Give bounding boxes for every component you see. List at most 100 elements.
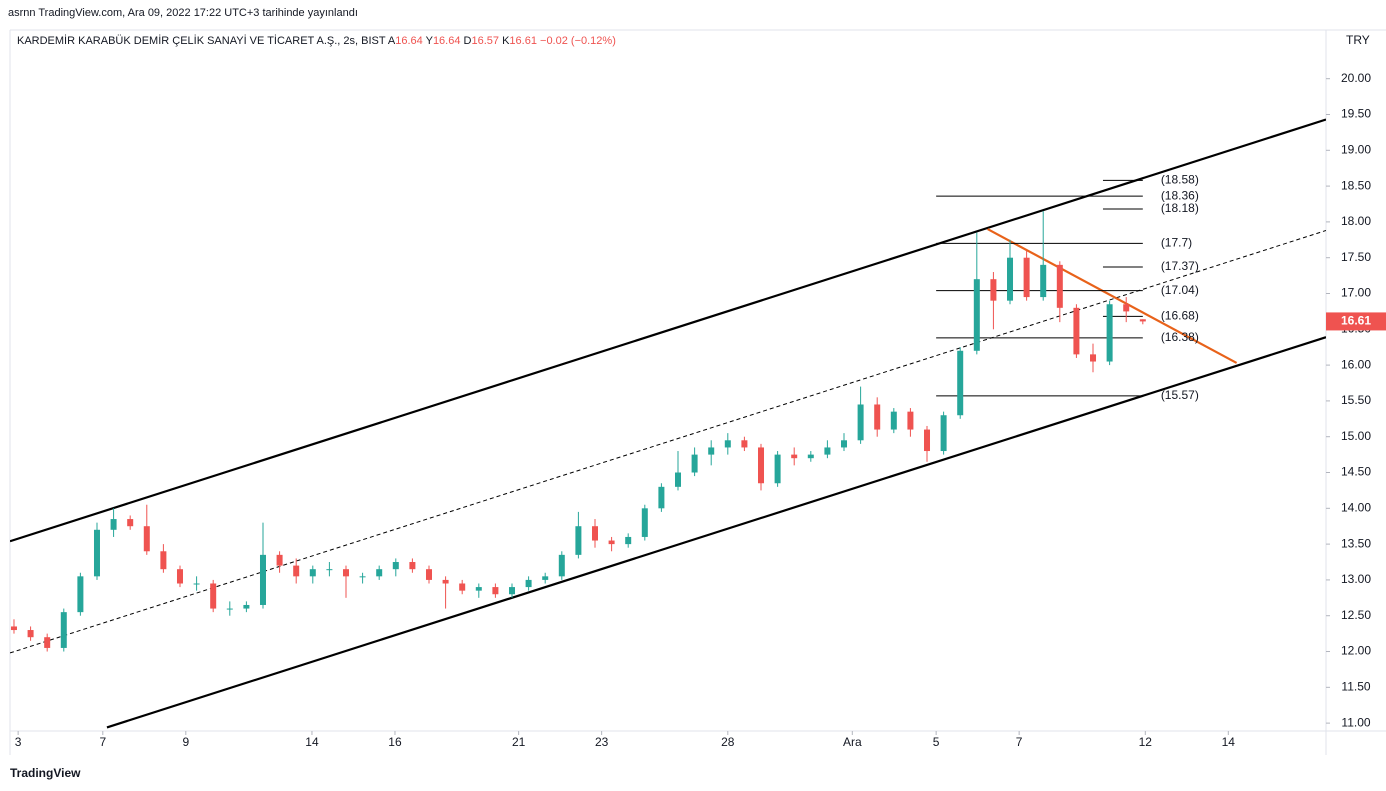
y-tick-label: 12.00 (1341, 644, 1371, 658)
candle-body (1106, 304, 1113, 362)
publisher: asrnn TradingView.com, Ara 09, 2022 17:2… (8, 7, 358, 19)
y-tick-label: 20.00 (1341, 71, 1371, 85)
x-tick-label: 21 (512, 735, 526, 749)
ohlc-key: Y (425, 35, 433, 47)
x-tick-label: 23 (595, 735, 609, 749)
x-tick-label: 12 (1139, 735, 1153, 749)
candle-body (160, 551, 167, 570)
plot (10, 118, 1326, 729)
candle-body (791, 454, 798, 459)
ohlc-key: K (502, 35, 510, 47)
candle-body (193, 583, 200, 585)
candle-body (492, 587, 499, 595)
candle-body (675, 472, 682, 487)
candle-body (608, 540, 615, 545)
y-tick-label: 14.50 (1341, 465, 1371, 479)
y-tick-label: 13.50 (1341, 536, 1371, 550)
y-tick-label: 18.00 (1341, 214, 1371, 228)
level-label: (17.37) (1161, 259, 1199, 273)
candle-body (293, 565, 300, 577)
candle-body (1123, 304, 1130, 312)
candle-body (542, 576, 549, 580)
y-tick-label: 13.00 (1341, 572, 1371, 586)
candle-body (243, 604, 250, 609)
candle-body (1073, 307, 1080, 355)
x-tick-label: 7 (1016, 735, 1023, 749)
y-tick-label: 15.00 (1341, 429, 1371, 443)
candle-body (210, 583, 217, 609)
y-tick-label: 19.50 (1341, 107, 1371, 121)
candle-body (591, 526, 598, 541)
candle-body (924, 429, 931, 452)
candle-body (1139, 319, 1146, 322)
candle-body (758, 447, 765, 484)
level-label: (16.38) (1161, 330, 1199, 344)
price-badge (1326, 312, 1386, 331)
x-tick-label: 9 (182, 735, 189, 749)
candle-body (907, 411, 914, 430)
candle-body (558, 554, 565, 577)
trendline (106, 336, 1326, 729)
change: −0.02 (540, 35, 568, 47)
candle-body (1007, 257, 1014, 301)
candle-body (60, 612, 67, 648)
candle-body (841, 440, 848, 448)
x-tick-label: 5 (933, 735, 940, 749)
y-tick-label: 12.50 (1341, 608, 1371, 622)
x-tick-label: 3 (15, 735, 22, 749)
ohlc-value: 16.57 (471, 35, 500, 47)
y-tick-label: 16.00 (1341, 357, 1371, 371)
ohlc-value: 16.64 (432, 35, 461, 47)
candle-body (957, 350, 964, 416)
level-label: (17.04) (1161, 283, 1199, 297)
candle-body (226, 608, 233, 610)
candle-body (890, 411, 897, 430)
candle-body (392, 562, 399, 570)
y-tick-label: 18.50 (1341, 178, 1371, 192)
candle-body (409, 562, 416, 570)
y-tick-label: 11.50 (1341, 679, 1370, 693)
x-tick-label: Ara (843, 735, 862, 749)
candle-body (326, 569, 333, 571)
candle-body (1040, 264, 1047, 298)
candle-body (658, 486, 665, 509)
candle-body (691, 454, 698, 473)
trendline (10, 230, 1326, 654)
candle-body (475, 587, 482, 591)
candle-body (774, 454, 781, 484)
candle-body (110, 519, 117, 530)
trendline (10, 118, 1326, 543)
level-label: (18.36) (1161, 188, 1199, 202)
candle-body (10, 626, 17, 631)
x-tick-label: 16 (388, 735, 402, 749)
y-tick-label: 17.50 (1341, 250, 1371, 264)
x-tick-label: 14 (305, 735, 319, 749)
candle-body (1023, 257, 1030, 298)
candle-body (525, 579, 532, 588)
level-label: (17.7) (1161, 236, 1192, 250)
brand: TradingView (10, 766, 81, 780)
candle-body (143, 526, 150, 552)
x-tick-label: 7 (99, 735, 106, 749)
candle-body (990, 279, 997, 301)
candle-body (708, 447, 715, 455)
candle-body (1090, 354, 1097, 362)
candle-body (276, 554, 283, 566)
level-label: (16.68) (1161, 309, 1199, 323)
candle-body (1056, 264, 1063, 308)
x-tick-label: 28 (721, 735, 735, 749)
candle-body (376, 569, 383, 577)
candle-body (44, 637, 51, 648)
candle-body (741, 440, 748, 448)
ohlc-key: A (387, 35, 396, 47)
candle-body (342, 569, 349, 577)
candle-body (940, 415, 947, 452)
price-badge-label: 16.61 (1341, 314, 1371, 328)
level-label: (18.18) (1161, 201, 1199, 215)
candle-body (259, 554, 266, 605)
trendline (987, 228, 1238, 364)
currency: TRY (1346, 33, 1370, 47)
candle-body (77, 576, 84, 613)
candle-body (359, 576, 366, 578)
